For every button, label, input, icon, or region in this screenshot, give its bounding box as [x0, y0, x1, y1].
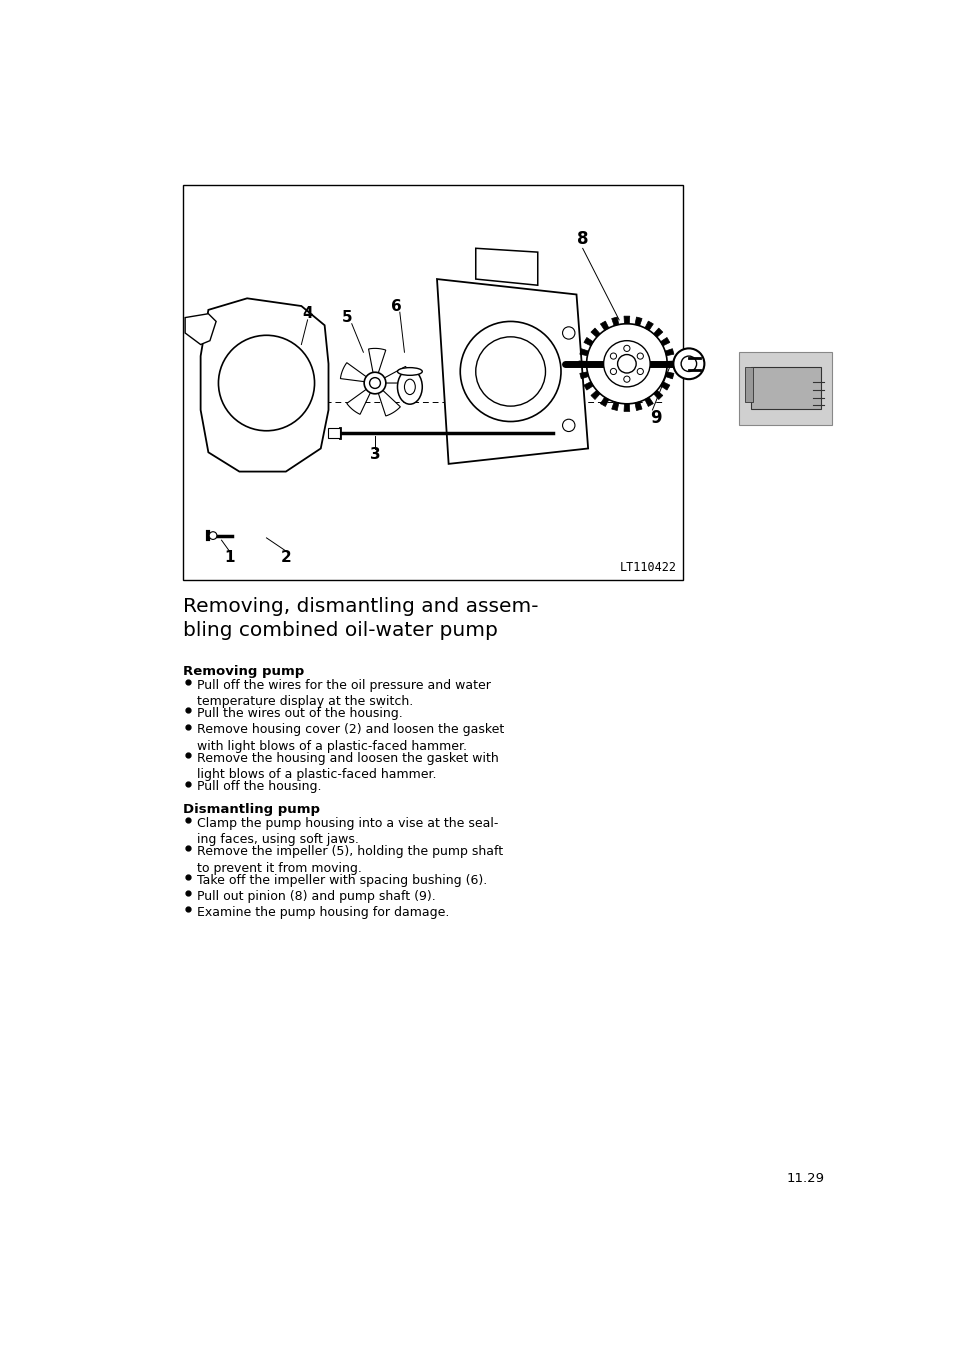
Text: 11.29: 11.29 — [785, 1173, 823, 1185]
Text: 6: 6 — [391, 299, 401, 313]
Circle shape — [673, 349, 703, 380]
Polygon shape — [583, 338, 593, 346]
Text: Examine the pump housing for damage.: Examine the pump housing for damage. — [196, 907, 449, 919]
Bar — [750, 367, 820, 409]
Polygon shape — [340, 362, 367, 382]
Ellipse shape — [397, 370, 422, 404]
Polygon shape — [579, 372, 588, 378]
Polygon shape — [200, 299, 328, 471]
Polygon shape — [666, 361, 674, 366]
Polygon shape — [579, 349, 588, 355]
Circle shape — [637, 353, 642, 359]
Text: 5: 5 — [341, 311, 352, 326]
Text: LT110422: LT110422 — [619, 561, 677, 574]
Circle shape — [610, 353, 616, 359]
Circle shape — [369, 378, 380, 389]
Polygon shape — [635, 401, 641, 411]
Text: Pull the wires out of the housing.: Pull the wires out of the housing. — [196, 708, 402, 720]
Circle shape — [218, 335, 314, 431]
Text: Remove the housing and loosen the gasket with
light blows of a plastic-faced ham: Remove the housing and loosen the gasket… — [196, 753, 498, 781]
Polygon shape — [590, 390, 599, 400]
Text: Pull off the wires for the oil pressure and water
temperature display at the swi: Pull off the wires for the oil pressure … — [196, 678, 490, 708]
Circle shape — [623, 346, 629, 351]
Bar — [183, 185, 682, 580]
Polygon shape — [623, 404, 629, 412]
Polygon shape — [659, 382, 669, 390]
Text: Clamp the pump housing into a vise at the seal-
ing faces, using soft jaws.: Clamp the pump housing into a vise at th… — [196, 816, 497, 846]
Circle shape — [680, 357, 696, 372]
Text: Remove the impeller (5), holding the pump shaft
to prevent it from moving.: Remove the impeller (5), holding the pum… — [196, 846, 502, 874]
Circle shape — [623, 376, 629, 382]
Ellipse shape — [397, 367, 422, 376]
Circle shape — [459, 322, 560, 422]
Circle shape — [209, 532, 216, 539]
Circle shape — [610, 369, 616, 374]
Ellipse shape — [404, 380, 415, 394]
Polygon shape — [653, 328, 662, 338]
Polygon shape — [644, 397, 653, 407]
Text: Remove housing cover (2) and loosen the gasket
with light blows of a plastic-fac: Remove housing cover (2) and loosen the … — [196, 723, 503, 753]
Circle shape — [476, 336, 545, 407]
Polygon shape — [578, 361, 586, 366]
Text: Take off the impeller with spacing bushing (6).: Take off the impeller with spacing bushi… — [196, 874, 486, 886]
Polygon shape — [377, 389, 400, 416]
Polygon shape — [664, 372, 673, 378]
Text: Removing pump: Removing pump — [183, 665, 304, 678]
Bar — [744, 367, 753, 401]
Circle shape — [617, 354, 636, 373]
Circle shape — [562, 419, 575, 431]
Polygon shape — [436, 280, 587, 463]
Polygon shape — [611, 317, 618, 326]
Polygon shape — [611, 401, 618, 411]
Polygon shape — [368, 349, 385, 374]
Polygon shape — [347, 389, 371, 415]
Polygon shape — [599, 397, 608, 407]
Text: Dismantling pump: Dismantling pump — [183, 802, 319, 816]
Text: 8: 8 — [577, 230, 588, 249]
Circle shape — [603, 340, 649, 386]
Polygon shape — [599, 322, 608, 331]
Polygon shape — [659, 338, 669, 346]
Polygon shape — [623, 316, 629, 324]
Text: 1: 1 — [224, 550, 234, 565]
Polygon shape — [644, 322, 653, 331]
Text: 3: 3 — [370, 447, 380, 462]
Polygon shape — [185, 313, 216, 345]
Polygon shape — [583, 382, 593, 390]
Text: Pull out pinion (8) and pump shaft (9).: Pull out pinion (8) and pump shaft (9). — [196, 890, 435, 902]
Polygon shape — [653, 390, 662, 400]
Bar — [328, 428, 340, 439]
Circle shape — [364, 373, 385, 393]
Polygon shape — [383, 366, 410, 384]
Polygon shape — [664, 349, 673, 355]
Bar — [739, 351, 831, 424]
Text: 2: 2 — [280, 550, 291, 565]
Circle shape — [586, 324, 666, 404]
Polygon shape — [476, 249, 537, 285]
Text: 9: 9 — [650, 408, 661, 427]
Text: Pull off the housing.: Pull off the housing. — [196, 781, 321, 793]
Text: 4: 4 — [302, 307, 313, 322]
Circle shape — [637, 369, 642, 374]
Text: Removing, dismantling and assem-
bling combined oil-water pump: Removing, dismantling and assem- bling c… — [183, 597, 537, 640]
Polygon shape — [590, 328, 599, 338]
Circle shape — [562, 327, 575, 339]
Polygon shape — [635, 317, 641, 326]
